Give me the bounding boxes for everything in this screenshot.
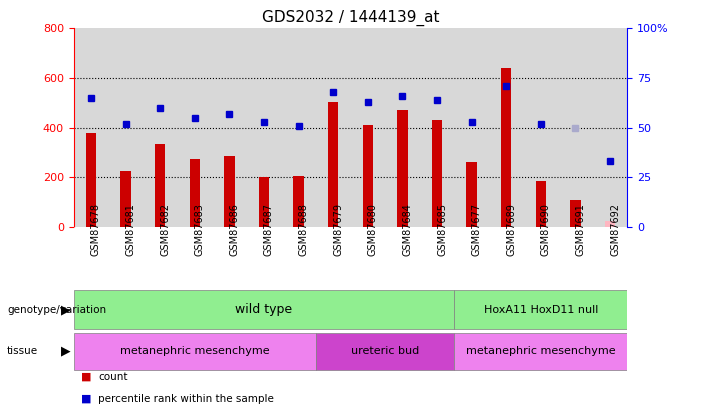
- Text: GSM87682: GSM87682: [160, 203, 170, 256]
- Bar: [177, 28, 212, 227]
- Bar: [362, 125, 373, 227]
- Bar: [420, 28, 454, 227]
- Text: ureteric bud: ureteric bud: [351, 346, 419, 356]
- Text: GSM87685: GSM87685: [437, 203, 447, 256]
- Bar: [247, 28, 281, 227]
- Text: GSM87679: GSM87679: [333, 203, 343, 256]
- Text: GSM87680: GSM87680: [368, 203, 378, 256]
- Bar: [224, 156, 235, 227]
- Bar: [489, 28, 524, 227]
- Text: GSM87686: GSM87686: [229, 203, 239, 256]
- Bar: [397, 110, 407, 227]
- Bar: [454, 290, 627, 329]
- Text: metanephric mesenchyme: metanephric mesenchyme: [120, 346, 270, 356]
- Text: tissue: tissue: [7, 346, 38, 356]
- Bar: [189, 159, 200, 227]
- Text: GSM87684: GSM87684: [402, 203, 412, 256]
- Bar: [558, 28, 593, 227]
- Bar: [259, 177, 269, 227]
- Bar: [571, 200, 580, 227]
- Bar: [350, 28, 385, 227]
- Text: count: count: [98, 372, 128, 382]
- Bar: [143, 28, 177, 227]
- Text: wild type: wild type: [236, 303, 292, 316]
- Bar: [524, 28, 558, 227]
- Bar: [328, 102, 339, 227]
- Text: GSM87690: GSM87690: [541, 203, 551, 256]
- Text: GSM87677: GSM87677: [472, 203, 482, 256]
- Text: GDS2032 / 1444139_at: GDS2032 / 1444139_at: [261, 10, 440, 26]
- Text: genotype/variation: genotype/variation: [7, 305, 106, 315]
- Bar: [316, 333, 454, 370]
- Text: GSM87689: GSM87689: [506, 203, 516, 256]
- Text: HoxA11 HoxD11 null: HoxA11 HoxD11 null: [484, 305, 598, 315]
- Text: GSM87681: GSM87681: [125, 203, 135, 256]
- Text: ■: ■: [81, 394, 91, 404]
- Bar: [74, 28, 108, 227]
- Bar: [281, 28, 316, 227]
- Bar: [536, 181, 546, 227]
- Bar: [74, 290, 454, 329]
- Bar: [155, 144, 165, 227]
- Bar: [432, 120, 442, 227]
- Bar: [74, 333, 316, 370]
- Text: GSM87688: GSM87688: [299, 203, 308, 256]
- Text: GSM87691: GSM87691: [576, 203, 585, 256]
- Bar: [454, 333, 627, 370]
- Bar: [121, 171, 130, 227]
- Text: GSM87692: GSM87692: [610, 203, 620, 256]
- Bar: [501, 68, 512, 227]
- Bar: [212, 28, 247, 227]
- Bar: [605, 221, 615, 227]
- Bar: [466, 162, 477, 227]
- Text: ■: ■: [81, 372, 91, 382]
- Bar: [593, 28, 627, 227]
- Bar: [108, 28, 143, 227]
- Text: percentile rank within the sample: percentile rank within the sample: [98, 394, 274, 404]
- Text: GSM87687: GSM87687: [264, 203, 274, 256]
- Text: metanephric mesenchyme: metanephric mesenchyme: [466, 346, 615, 356]
- Bar: [294, 176, 304, 227]
- Bar: [86, 132, 96, 227]
- Text: ▶: ▶: [60, 303, 70, 316]
- Bar: [454, 28, 489, 227]
- Bar: [316, 28, 350, 227]
- Text: ▶: ▶: [60, 345, 70, 358]
- Bar: [385, 28, 420, 227]
- Text: GSM87683: GSM87683: [195, 203, 205, 256]
- Text: GSM87678: GSM87678: [91, 203, 101, 256]
